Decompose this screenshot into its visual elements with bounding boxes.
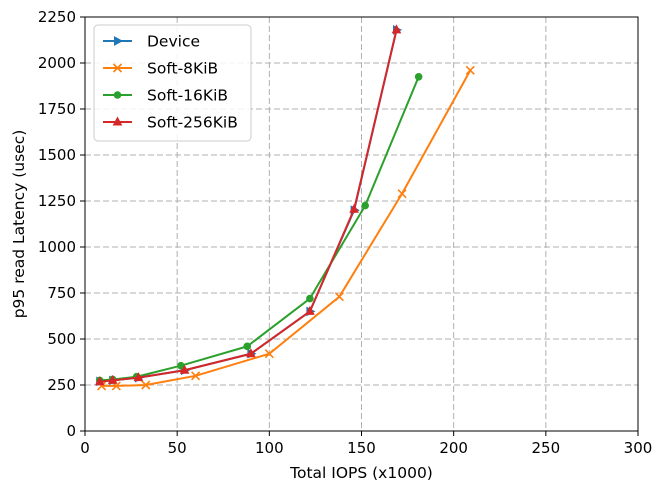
x-tick-label: 200 (439, 439, 468, 457)
y-tick-label: 1750 (38, 100, 76, 118)
data-point (349, 203, 359, 213)
x-tick-label: 300 (624, 439, 653, 457)
legend-item: Soft-8KiB (103, 60, 218, 78)
y-tick-label: 1000 (38, 238, 76, 256)
y-tick-label: 500 (47, 330, 76, 348)
data-point (414, 73, 423, 81)
series-layer (94, 24, 475, 391)
y-tick-label: 1250 (38, 192, 76, 210)
legend-label: Soft-16KiB (147, 87, 228, 105)
data-point (179, 364, 190, 374)
y-tick-label: 1500 (38, 146, 76, 164)
data-point (305, 305, 315, 315)
data-point (334, 292, 344, 302)
data-point (391, 24, 402, 34)
y-tick-label: 2250 (38, 8, 76, 26)
y-axis-ticks: 0 250 500 750 1000 1250 1500 1750 2000 2250 (38, 8, 85, 440)
legend: Device Soft-8KiB Soft-16KiB Soft-256KiB (93, 24, 252, 142)
legend-item: Device (103, 33, 200, 51)
y-tick-label: 2000 (38, 54, 76, 72)
series-line (99, 29, 398, 383)
series-line (101, 69, 472, 387)
y-axis-label: p95 read Latency (usec) (10, 130, 28, 319)
data-point (191, 371, 201, 381)
series-soft-256kib (94, 24, 402, 386)
legend-label: Device (147, 33, 200, 51)
data-point (264, 349, 274, 359)
data-point (306, 294, 314, 303)
data-point (243, 342, 252, 351)
legend-marker (112, 63, 123, 73)
x-tick-label: 100 (255, 439, 284, 457)
x-tick-label: 0 (80, 439, 90, 457)
x-tick-label: 150 (347, 439, 376, 457)
legend-marker (112, 116, 123, 126)
legend-item: Soft-256KiB (103, 114, 238, 132)
y-tick-label: 750 (47, 284, 76, 302)
x-tick-label: 50 (168, 439, 187, 457)
legend-marker (114, 36, 124, 46)
series-soft-8kib (97, 65, 475, 391)
legend-marker (113, 91, 122, 99)
legend-label: Soft-256KiB (147, 114, 238, 132)
data-point (141, 380, 151, 390)
legend-label: Soft-8KiB (147, 60, 218, 78)
legend-box (93, 24, 252, 142)
legend-item: Soft-16KiB (103, 87, 228, 105)
data-point (94, 376, 105, 386)
data-point (246, 348, 256, 358)
data-point (133, 372, 144, 382)
x-axis-label: Total IOPS (x1000) (289, 464, 433, 482)
data-point (361, 201, 369, 210)
data-point (465, 65, 475, 75)
data-point (107, 374, 118, 384)
data-point (397, 189, 407, 199)
y-tick-label: 250 (47, 376, 76, 394)
y-tick-label: 0 (66, 422, 76, 440)
x-axis-ticks: 0 50 100 150 200 250 300 (80, 431, 652, 457)
x-tick-label: 250 (532, 439, 561, 457)
